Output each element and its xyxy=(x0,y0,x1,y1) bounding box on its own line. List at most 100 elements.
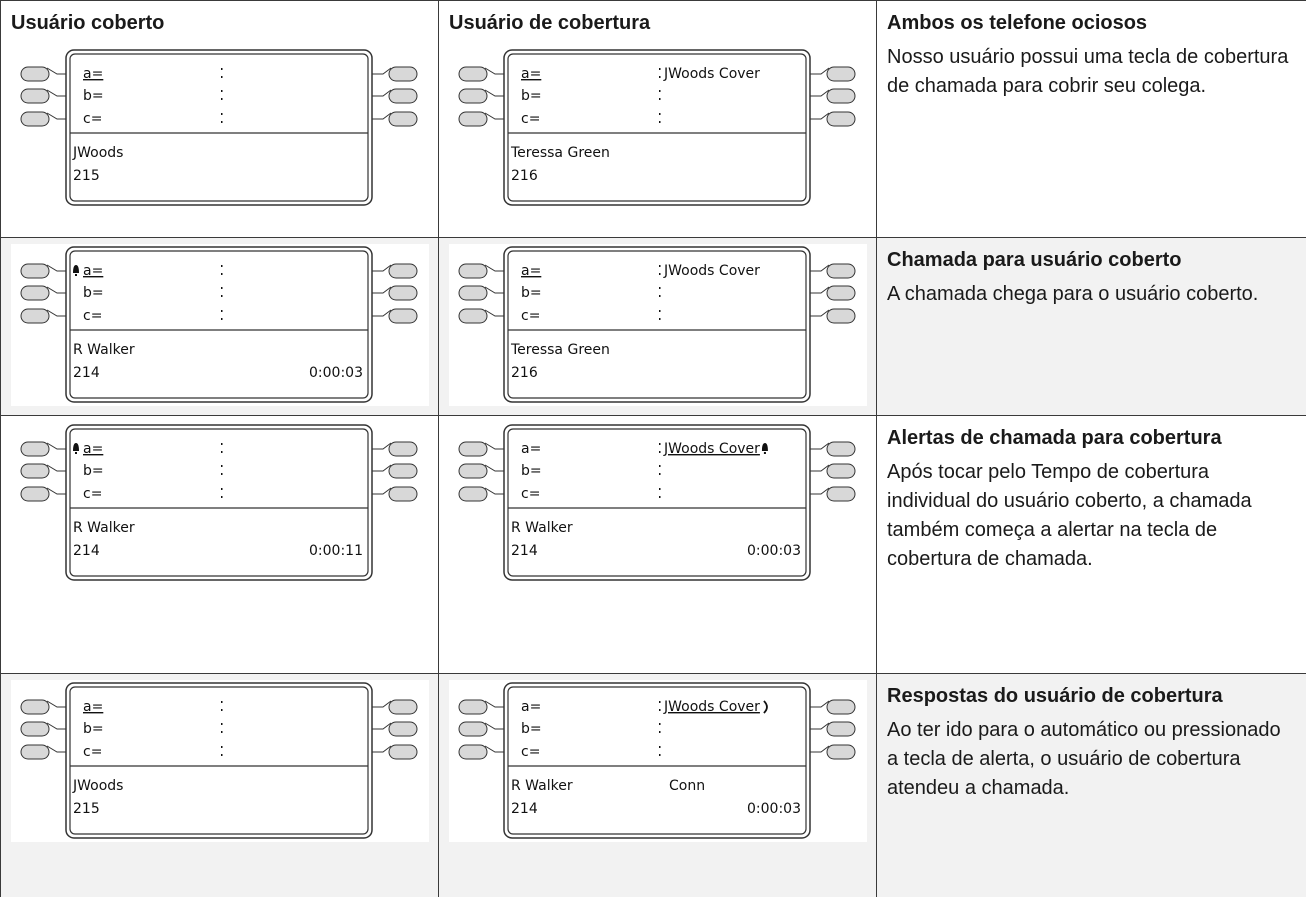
line-label: a= xyxy=(521,441,541,457)
line-key-left xyxy=(484,309,505,317)
phone-display: a= JWoods Cover b= c= R Walker Conn 214 0:00:03 xyxy=(449,680,867,842)
line-key-right xyxy=(371,745,392,753)
separator-dot xyxy=(221,701,223,703)
row-title: Ambos os telefone ociosos xyxy=(887,12,1148,34)
phone-display: a= b= c= JWoods 215 xyxy=(11,47,429,209)
line-label: c= xyxy=(83,111,102,127)
separator-dot xyxy=(221,68,223,70)
phone-wrap: a= JWoods Cover b= c= R Walker Conn 214 0:00:03 xyxy=(439,674,876,842)
display-inner xyxy=(507,686,807,835)
separator-dot xyxy=(659,496,661,498)
line-key-left-button xyxy=(20,486,50,502)
line-key-right-button xyxy=(826,263,856,279)
line-key-left-button xyxy=(458,66,488,82)
line-key-right-button xyxy=(388,88,418,104)
separator-dot xyxy=(659,310,661,312)
line-key-left xyxy=(46,67,67,75)
separator-dot xyxy=(221,465,223,467)
line-label: b= xyxy=(521,721,542,737)
separator-dot xyxy=(659,113,661,115)
line-key-left xyxy=(484,286,505,294)
row-title: Respostas do usuário de cobertura xyxy=(887,685,1223,707)
extension-number: 215 xyxy=(73,801,100,817)
separator-dot xyxy=(659,465,661,467)
phone-wrap: a= JWoods Cover b= c= Teressa Green 216 xyxy=(439,35,876,209)
extension-number: 214 xyxy=(511,543,538,559)
separator-dot xyxy=(659,68,661,70)
display-outer xyxy=(65,682,373,839)
line-key-right xyxy=(371,89,392,97)
phone-display: a= JWoods Cover b= c= Teressa Green 216 xyxy=(449,244,867,406)
line-key-left xyxy=(484,745,505,753)
line-key-right xyxy=(371,700,392,708)
line-key-right xyxy=(371,309,392,317)
description-cell: Chamada para usuário coberto A chamada ch… xyxy=(876,237,1306,416)
line-key-left xyxy=(484,722,505,730)
line-key-right xyxy=(809,464,830,472)
phone-display: a= JWoods Cover b= c= Teressa Green 216 xyxy=(449,47,867,209)
line-key-right-button xyxy=(388,486,418,502)
line-key-right xyxy=(809,89,830,97)
bell-icon xyxy=(73,443,79,454)
phone-cell: a= b= c= R Walker 214 0:00:11 xyxy=(0,415,439,674)
line-label: a= xyxy=(83,441,103,457)
line-key-right-button xyxy=(826,699,856,715)
row-text: Ao ter ido para o automático ou pression… xyxy=(887,719,1281,799)
line-key-left-button xyxy=(458,463,488,479)
separator-dot xyxy=(659,488,661,490)
line-key-right-button xyxy=(826,308,856,324)
display-outer xyxy=(65,246,373,403)
line-key-right-button xyxy=(826,285,856,301)
phone-wrap: a= b= c= R Walker 214 0:00:03 xyxy=(1,238,438,406)
line-key-right-button xyxy=(388,66,418,82)
bell-icon xyxy=(73,265,79,276)
phone-cell: a= JWoods Cover b= c= Teressa Green 216 xyxy=(438,237,877,416)
line-key-left-button xyxy=(20,744,50,760)
phone-display: a= JWoods Cover b= c= R Walker 214 0:00:03 xyxy=(449,422,867,584)
separator-dot xyxy=(221,496,223,498)
caller-name: Teressa Green xyxy=(510,342,610,358)
line-key-left xyxy=(484,89,505,97)
table-row: Usuário coberto a= b= c= JWoods 215 Usuário de… xyxy=(0,0,1306,238)
phone-cell: a= JWoods Cover b= c= R Walker 214 0:00:03 xyxy=(438,415,877,674)
caller-name: Teressa Green xyxy=(510,145,610,161)
line-key-left xyxy=(46,745,67,753)
caller-name: R Walker xyxy=(73,520,135,536)
line-label: c= xyxy=(83,744,102,760)
phone-wrap: a= b= c= JWoods 215 xyxy=(1,35,438,209)
line-label: b= xyxy=(521,463,542,479)
line-label: b= xyxy=(83,88,104,104)
line-key-right xyxy=(809,112,830,120)
line-label: b= xyxy=(521,88,542,104)
line-key-left xyxy=(46,722,67,730)
separator-dot xyxy=(659,723,661,725)
separator-dot xyxy=(221,731,223,733)
column-heading: Usuário de cobertura xyxy=(449,12,651,34)
extension-number: 214 xyxy=(511,801,538,817)
line-key-left-button xyxy=(20,441,50,457)
caller-name: R Walker xyxy=(511,520,573,536)
line-key-left-button xyxy=(458,699,488,715)
phone-cell: a= JWoods Cover b= c= R Walker Conn 214 0:00:03 xyxy=(438,673,877,897)
line-key-right-button xyxy=(388,441,418,457)
line-key-left xyxy=(46,309,67,317)
line-key-left xyxy=(46,487,67,495)
line-key-right xyxy=(809,722,830,730)
separator-dot xyxy=(221,295,223,297)
separator-dot xyxy=(221,443,223,445)
line-key-right-button xyxy=(826,744,856,760)
line-key-left xyxy=(484,264,505,272)
line-value: JWoods Cover xyxy=(663,263,760,279)
line-label: a= xyxy=(83,66,103,82)
line-key-left xyxy=(484,442,505,450)
line-value: JWoods Cover xyxy=(663,441,760,457)
line-key-right-button xyxy=(388,308,418,324)
line-label: a= xyxy=(83,263,103,279)
line-key-left xyxy=(46,464,67,472)
line-key-right xyxy=(371,67,392,75)
call-time: 0:00:03 xyxy=(747,543,801,559)
caller-name: R Walker xyxy=(511,778,573,794)
line-label: c= xyxy=(521,111,540,127)
line-key-left-button xyxy=(458,486,488,502)
